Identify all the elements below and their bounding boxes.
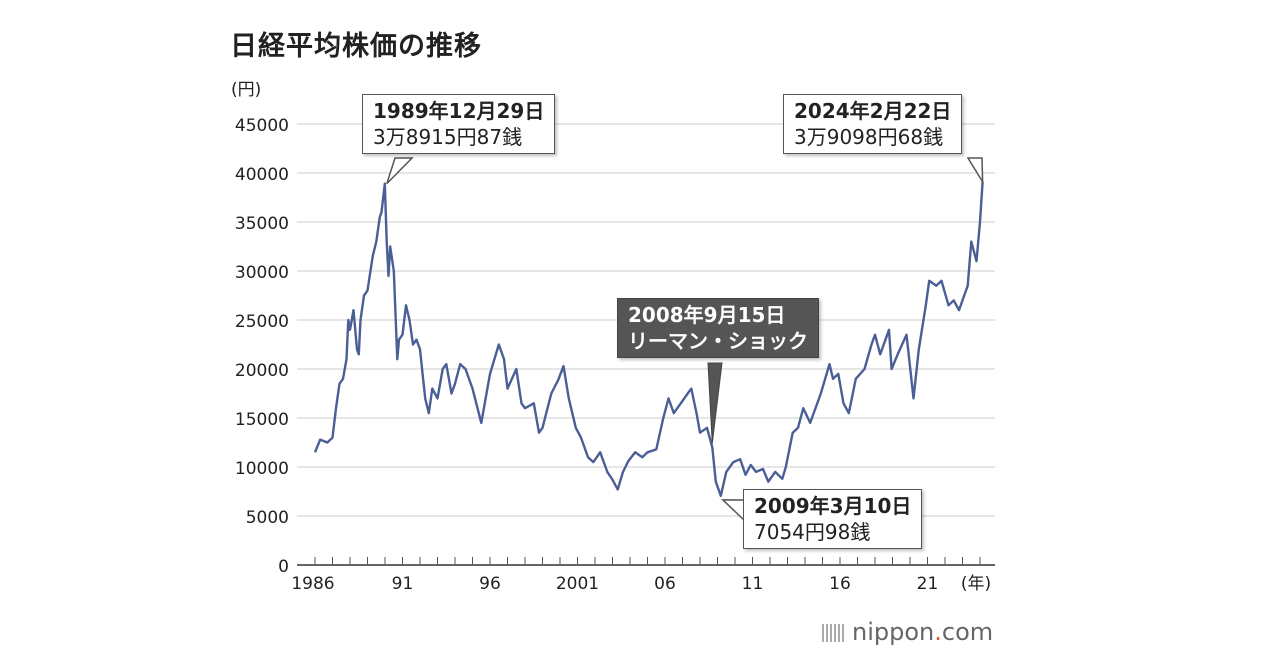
annotation-pointer — [707, 362, 723, 444]
x-tick-label: 16 — [829, 574, 851, 594]
x-tick-label: 2001 — [556, 574, 599, 594]
y-tick-label: 25000 — [235, 312, 289, 332]
annotation-pointer — [386, 157, 414, 185]
y-tick-label: 35000 — [235, 214, 289, 234]
annotation-2009-low: 2009年3月10日 7054円98銭 — [743, 489, 923, 549]
annotation-1989-peak: 1989年12月29日 3万8915円87銭 — [362, 94, 556, 154]
nippon-com-logo: nippon.com — [822, 618, 993, 646]
logo-mark-icon — [822, 624, 846, 642]
y-tick-label: 10000 — [235, 459, 289, 479]
chart-title: 日経平均株価の推移 — [230, 31, 482, 62]
y-tick-label: 45000 — [235, 116, 289, 136]
x-axis-unit: (年) — [961, 574, 991, 594]
y-axis-unit: (円) — [231, 80, 261, 100]
x-tick-label: 91 — [392, 574, 414, 594]
x-tick-label: 21 — [917, 574, 939, 594]
annotation-value: 3万9098円68銭 — [794, 125, 944, 149]
y-tick-label: 20000 — [235, 361, 289, 381]
y-tick-label: 30000 — [235, 263, 289, 283]
annotation-value: 3万8915円87銭 — [373, 125, 523, 149]
y-tick-label: 40000 — [235, 165, 289, 185]
annotation-value: リーマン・ショック — [628, 329, 808, 353]
y-tick-label: 5000 — [246, 508, 289, 528]
annotation-date: 2024年2月22日 — [794, 99, 952, 123]
nikkei-series-line — [313, 181, 984, 498]
annotation-pointer — [966, 157, 984, 185]
y-tick-label: 0 — [278, 557, 289, 577]
logo-name: nippon — [852, 618, 935, 646]
annotation-date: 2008年9月15日 — [628, 303, 786, 327]
annotation-pointer — [720, 499, 745, 522]
annotation-date: 1989年12月29日 — [373, 99, 545, 123]
logo-suffix: com — [941, 618, 994, 646]
y-tick-label: 15000 — [235, 410, 289, 430]
x-tick-label: 11 — [742, 574, 764, 594]
x-tick-label: 06 — [654, 574, 676, 594]
annotation-2024-high: 2024年2月22日 3万9098円68銭 — [783, 94, 963, 154]
logo-dot: . — [934, 618, 942, 646]
x-tick-label: 1986 — [291, 574, 334, 594]
annotation-date: 2009年3月10日 — [754, 494, 912, 518]
x-tick-label: 96 — [479, 574, 501, 594]
annotation-value: 7054円98銭 — [754, 520, 871, 544]
annotation-lehman: 2008年9月15日 リーマン・ショック — [617, 298, 819, 358]
